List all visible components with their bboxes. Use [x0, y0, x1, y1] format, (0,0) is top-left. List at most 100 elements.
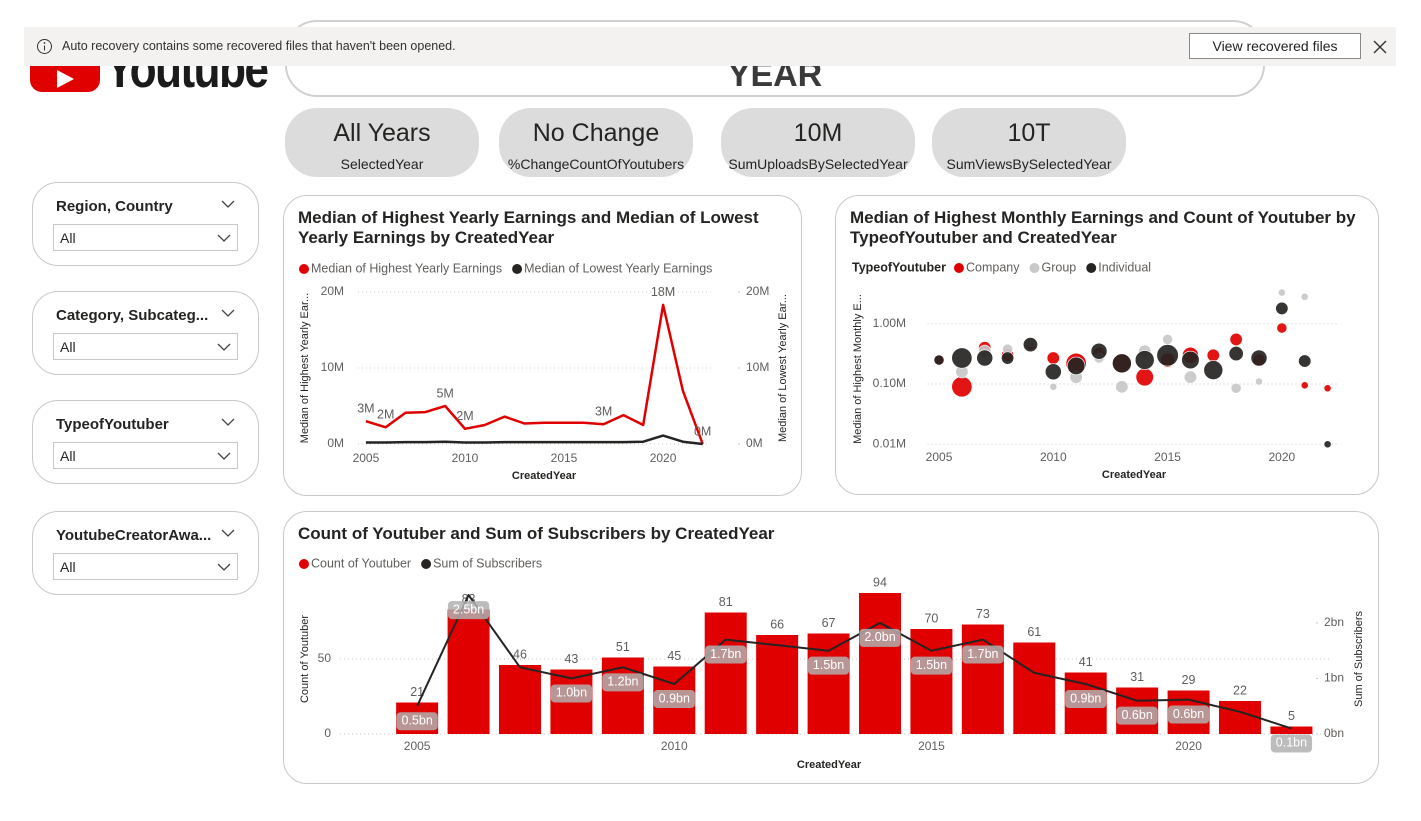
kpi-value: All Years	[333, 119, 431, 147]
close-button[interactable]	[1372, 39, 1388, 55]
bubble	[1323, 384, 1332, 393]
bubble	[1229, 332, 1243, 346]
bubble	[1067, 356, 1086, 375]
data-label: 0.6bn	[1122, 708, 1153, 722]
slicer[interactable]: YoutubeCreatorAwa... All	[32, 511, 259, 595]
bar-label: 61	[1027, 625, 1041, 639]
legend-label: Group	[1041, 260, 1076, 274]
data-label-bg	[910, 656, 953, 675]
kpi-card: All Years SelectedYear	[285, 108, 479, 177]
x-tick-label: 2020	[1175, 739, 1202, 753]
y-tick-label: 10M	[321, 360, 344, 374]
bar-label: 70	[924, 611, 938, 625]
x-tick-label: 2010	[1040, 450, 1067, 464]
bar	[910, 629, 953, 734]
kpi-label: %ChangeCountOfYoutubers	[507, 156, 685, 172]
bubble	[1300, 292, 1309, 301]
data-label: 2.5bn	[453, 602, 484, 616]
data-label: 1.2bn	[607, 675, 638, 689]
notification-message: Auto recovery contains some recovered fi…	[62, 39, 456, 53]
kpi-label: SumViewsBySelectedYear	[946, 156, 1112, 172]
view-recovered-button[interactable]: View recovered files	[1189, 33, 1361, 59]
chart: 2005 2010 2015 2020 0.01M 0.10M 1.00M CreatedYe…	[852, 260, 1339, 481]
chart-title: Count of Youtuber and Sum of Subscribers…	[298, 524, 775, 543]
x-tick-label: 2020	[1269, 450, 1296, 464]
chart-panel: Median of Highest Monthly Earnings and C…	[835, 195, 1379, 495]
data-label: 0.1bn	[1276, 736, 1307, 750]
collapse-icon[interactable]	[221, 308, 235, 318]
slicer-title: YoutubeCreatorAwa...	[56, 527, 212, 544]
bar	[1270, 726, 1313, 734]
data-label: 1.7bn	[967, 647, 998, 661]
slicer-dropdown[interactable]: All	[53, 553, 238, 580]
slicer[interactable]: Region, Country All	[32, 182, 259, 266]
legend-label: Sum of Subscribers	[433, 556, 542, 570]
data-label-bg	[962, 645, 1004, 664]
y2-tick-label: 1bn	[1324, 671, 1344, 685]
y2-tick-label: 20M	[746, 284, 769, 298]
legend-marker	[1086, 263, 1097, 273]
data-label: 1.5bn	[916, 658, 947, 672]
data-label-bg	[1270, 734, 1313, 753]
bar-label: 46	[513, 647, 527, 661]
line	[365, 303, 704, 445]
bar-label: 66	[770, 617, 784, 631]
slicer-dropdown[interactable]: All	[53, 442, 238, 469]
kpi-label: SelectedYear	[340, 156, 424, 172]
collapse-icon[interactable]	[221, 528, 235, 538]
slicer[interactable]: Category, Subcateg... All	[32, 291, 259, 375]
kpi-card: 10M SumUploadsBySelectedYear	[721, 108, 915, 177]
x-tick-label: 2005	[404, 739, 431, 753]
bar-label: 41	[1079, 655, 1093, 669]
bubble	[1162, 334, 1173, 345]
bar-label: 29	[1182, 673, 1196, 687]
collapse-icon[interactable]	[221, 417, 235, 427]
kpi-value: 10M	[793, 119, 843, 147]
collapse-icon[interactable]	[221, 199, 235, 209]
data-label: 18M	[651, 285, 675, 299]
data-label: 0M	[694, 424, 711, 438]
slicer-dropdown[interactable]: All	[53, 333, 238, 360]
legend-marker	[953, 263, 964, 273]
bar-label: 22	[1233, 683, 1247, 697]
bar	[601, 657, 644, 734]
kpi-label: SumUploadsBySelectedYear	[728, 156, 908, 172]
x-axis-label: CreatedYear	[797, 759, 862, 771]
chart-title: Median of Highest Monthly Earnings and C…	[850, 208, 1356, 247]
bar	[1013, 642, 1056, 734]
dropdown-icon	[217, 234, 231, 242]
bar	[756, 635, 799, 734]
data-label: 0.9bn	[659, 691, 690, 705]
bubble	[1300, 381, 1309, 390]
data-label: 3M	[595, 405, 612, 419]
slicer-selection: All	[60, 230, 76, 246]
x-tick-label: 2005	[353, 451, 380, 465]
dropdown-icon	[217, 563, 231, 571]
legend-label: Company	[966, 260, 1020, 274]
y2-axis-label: Median of Lowest Yearly Ear...	[777, 294, 789, 442]
chart-title: Median of Highest Yearly Earnings and Me…	[298, 208, 759, 247]
bubble	[1323, 440, 1332, 449]
x-tick-label: 2015	[918, 739, 945, 753]
slicer-title: Category, Subcateg...	[56, 307, 209, 324]
y-tick-label: 1.00M	[873, 316, 906, 330]
x-tick-label: 2015	[551, 451, 578, 465]
legend-marker	[299, 559, 309, 569]
bubble	[1022, 337, 1038, 353]
data-label-bg	[653, 690, 695, 708]
bubble	[1134, 350, 1155, 370]
y2-tick-label: 0bn	[1324, 726, 1344, 740]
data-label: 1.7bn	[710, 647, 741, 661]
slicer-title: Region, Country	[56, 198, 173, 215]
bubble	[1298, 354, 1312, 368]
bar	[499, 665, 541, 734]
slicer[interactable]: TypeofYoutuber All	[32, 400, 259, 484]
data-label: 1.5bn	[813, 658, 844, 672]
bar-label: 94	[873, 575, 887, 589]
bubble	[1181, 350, 1200, 370]
bubble	[1250, 349, 1268, 367]
bar-label: 45	[667, 649, 681, 663]
slicer-dropdown[interactable]: All	[53, 224, 238, 251]
x-axis-label: CreatedYear	[512, 470, 577, 482]
chart: 2005 2010 2015 2020 0M 10M 20M 0M 10M 20M CreatedY…	[299, 261, 789, 482]
